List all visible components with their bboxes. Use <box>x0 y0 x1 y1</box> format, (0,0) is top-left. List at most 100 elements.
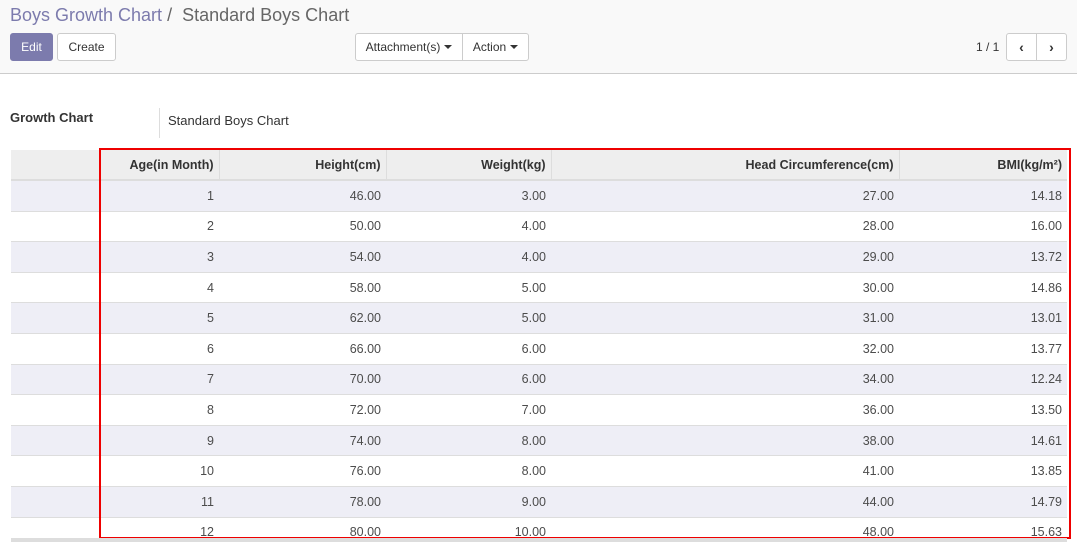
table-cell: 12.24 <box>899 363 1067 395</box>
breadcrumb-current: Standard Boys Chart <box>182 5 350 25</box>
table-cell: 34.00 <box>551 363 899 395</box>
table-cell: 16.00 <box>899 210 1067 242</box>
chevron-right-icon[interactable]: › <box>1036 33 1067 61</box>
table-cell: 9 <box>100 424 219 456</box>
table-cell: 2 <box>100 210 219 242</box>
table-cell: 32.00 <box>551 332 899 365</box>
table-row[interactable]: 1 46.00 3.00 27.00 14.18 <box>11 179 1067 212</box>
table-cell: 13.85 <box>899 455 1067 487</box>
table-cell: 5.00 <box>386 271 551 303</box>
row-handle <box>11 271 100 303</box>
table-footer <box>11 538 1067 542</box>
table-row[interactable]: 7 70.00 6.00 34.00 12.24 <box>11 363 1067 395</box>
growth-chart-value[interactable]: Standard Boys Chart <box>168 113 289 128</box>
table-cell: 80.00 <box>219 516 386 548</box>
control-panel: Boys Growth Chart / Standard Boys Chart … <box>0 0 1077 74</box>
attachments-dropdown[interactable]: Attachment(s) <box>355 33 463 61</box>
table-cell: 38.00 <box>551 424 899 456</box>
table-row[interactable]: 9 74.00 8.00 38.00 14.61 <box>11 424 1067 456</box>
action-label: Action <box>472 40 507 54</box>
table-cell: 5 <box>100 302 219 334</box>
caret-down-icon <box>444 45 453 49</box>
table-cell: 50.00 <box>219 210 386 242</box>
handle-column-header <box>11 150 100 181</box>
table-cell: 3.00 <box>386 179 551 212</box>
table-row[interactable]: 8 72.00 7.00 36.00 13.50 <box>11 394 1067 426</box>
table-cell: 46.00 <box>219 179 386 212</box>
column-header[interactable]: Age(in Month) <box>99 150 219 181</box>
table-cell: 6.00 <box>386 332 551 365</box>
table-cell: 78.00 <box>219 485 386 518</box>
table-cell: 6.00 <box>386 363 551 395</box>
edit-button[interactable]: Edit <box>10 33 53 61</box>
action-dropdown[interactable]: Action <box>462 33 529 61</box>
breadcrumb-parent-link[interactable]: Boys Growth Chart <box>10 5 163 25</box>
table-cell: 13.50 <box>899 394 1067 426</box>
chevron-left-icon[interactable]: ‹ <box>1006 33 1037 61</box>
row-handle <box>11 241 100 273</box>
table-cell: 54.00 <box>219 241 386 273</box>
column-header[interactable]: Head Circumference(cm) <box>550 150 899 181</box>
table-row[interactable]: 4 58.00 5.00 30.00 14.86 <box>11 271 1067 303</box>
row-handle <box>11 302 100 334</box>
table-cell: 14.61 <box>899 424 1067 456</box>
table-row[interactable]: 12 80.00 10.00 48.00 15.63 <box>11 516 1067 548</box>
table-row[interactable]: 3 54.00 4.00 29.00 13.72 <box>11 241 1067 273</box>
breadcrumb: Boys Growth Chart / Standard Boys Chart <box>10 5 349 26</box>
table-cell: 28.00 <box>551 210 899 242</box>
row-handle <box>11 516 100 548</box>
table-cell: 10.00 <box>386 516 551 548</box>
table-row[interactable]: 2 50.00 4.00 28.00 16.00 <box>11 210 1067 242</box>
table-cell: 62.00 <box>219 302 386 334</box>
table-cell: 11 <box>100 485 219 518</box>
table-cell: 13.01 <box>899 302 1067 334</box>
table-cell: 4.00 <box>386 210 551 242</box>
table-cell: 58.00 <box>219 271 386 303</box>
table-cell: 12 <box>100 516 219 548</box>
column-header[interactable]: Weight(kg) <box>385 150 551 181</box>
table-row[interactable]: 5 62.00 5.00 31.00 13.01 <box>11 302 1067 334</box>
table-cell: 36.00 <box>551 394 899 426</box>
column-header[interactable]: Height(cm) <box>218 150 386 181</box>
table-cell: 48.00 <box>551 516 899 548</box>
row-handle <box>11 485 100 518</box>
row-handle <box>11 179 100 212</box>
table-cell: 13.72 <box>899 241 1067 273</box>
table-cell: 14.79 <box>899 485 1067 518</box>
table-cell: 44.00 <box>551 485 899 518</box>
table-cell: 41.00 <box>551 455 899 487</box>
row-handle <box>11 424 100 456</box>
table-cell: 6 <box>100 332 219 365</box>
table-cell: 4 <box>100 271 219 303</box>
table-cell: 29.00 <box>551 241 899 273</box>
row-handle <box>11 455 100 487</box>
growth-table: Age(in Month) Height(cm) Weight(kg) Head Ci… <box>11 150 1067 548</box>
table-cell: 27.00 <box>551 179 899 212</box>
create-button[interactable]: Create <box>57 33 116 61</box>
table-cell: 9.00 <box>386 485 551 518</box>
table-cell: 4.00 <box>386 241 551 273</box>
table-cell: 14.18 <box>899 179 1067 212</box>
table-cell: 8 <box>100 394 219 426</box>
column-header[interactable]: BMI(kg/m²) <box>898 150 1067 181</box>
table-cell: 72.00 <box>219 394 386 426</box>
divider <box>159 108 160 138</box>
table-cell: 74.00 <box>219 424 386 456</box>
pager-value: 1 / 1 <box>976 40 1000 54</box>
table-cell: 5.00 <box>386 302 551 334</box>
table-row[interactable]: 6 66.00 6.00 32.00 13.77 <box>11 332 1067 365</box>
row-handle <box>11 210 100 242</box>
table-cell: 14.86 <box>899 271 1067 303</box>
growth-chart-label: Growth Chart <box>10 110 94 125</box>
row-handle <box>11 394 100 426</box>
table-row[interactable]: 11 78.00 9.00 44.00 14.79 <box>11 485 1067 518</box>
table-cell: 31.00 <box>551 302 899 334</box>
table-cell: 13.77 <box>899 332 1067 365</box>
table-cell: 66.00 <box>219 332 386 365</box>
breadcrumb-separator: / <box>167 5 173 25</box>
table-cell: 8.00 <box>386 455 551 487</box>
attachments-label: Attachment(s) <box>365 40 441 54</box>
table-cell: 7 <box>100 363 219 395</box>
table-row[interactable]: 10 76.00 8.00 41.00 13.85 <box>11 455 1067 487</box>
row-handle <box>11 332 100 365</box>
